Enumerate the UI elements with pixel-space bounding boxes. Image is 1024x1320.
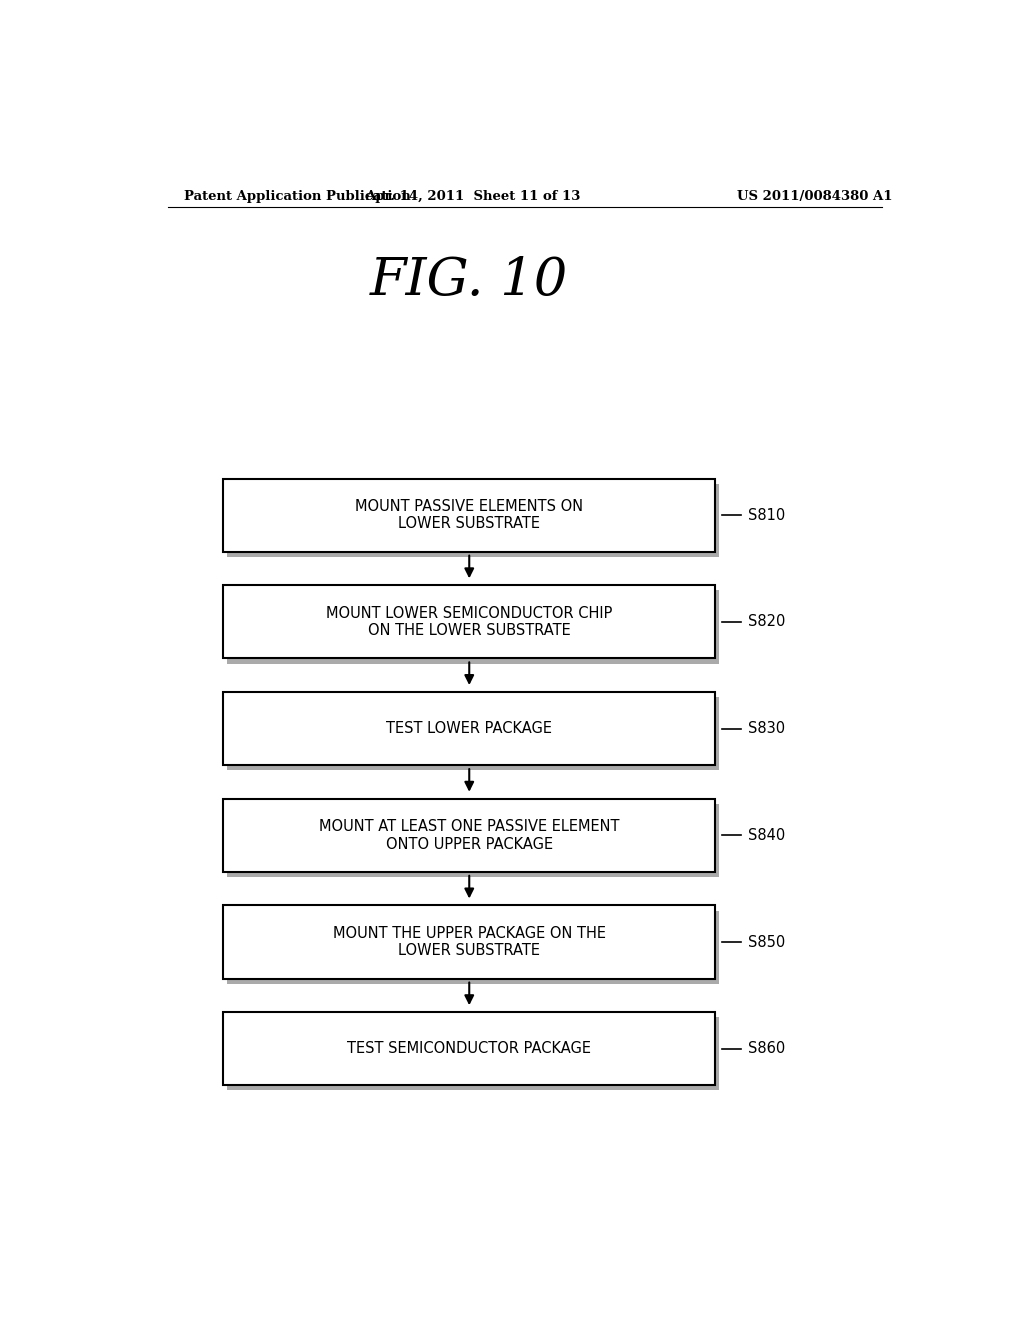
Bar — [227, 1018, 719, 1090]
Bar — [223, 585, 715, 659]
Text: S820: S820 — [748, 614, 785, 630]
Text: S830: S830 — [748, 721, 785, 737]
Text: TEST SEMICONDUCTOR PACKAGE: TEST SEMICONDUCTOR PACKAGE — [347, 1041, 591, 1056]
Text: S850: S850 — [748, 935, 785, 949]
Text: TEST LOWER PACKAGE: TEST LOWER PACKAGE — [386, 721, 552, 737]
Bar — [223, 1012, 715, 1085]
Text: MOUNT AT LEAST ONE PASSIVE ELEMENT
ONTO UPPER PACKAGE: MOUNT AT LEAST ONE PASSIVE ELEMENT ONTO … — [319, 820, 620, 851]
Bar — [227, 590, 719, 664]
Text: S860: S860 — [748, 1041, 785, 1056]
Text: MOUNT PASSIVE ELEMENTS ON
LOWER SUBSTRATE: MOUNT PASSIVE ELEMENTS ON LOWER SUBSTRAT… — [355, 499, 584, 532]
Text: FIG. 10: FIG. 10 — [370, 255, 568, 306]
Bar — [223, 799, 715, 873]
Bar — [223, 692, 715, 766]
Bar — [223, 906, 715, 978]
Text: S810: S810 — [748, 508, 785, 523]
Text: US 2011/0084380 A1: US 2011/0084380 A1 — [736, 190, 892, 202]
Bar — [223, 479, 715, 552]
Bar — [227, 911, 719, 983]
Text: MOUNT LOWER SEMICONDUCTOR CHIP
ON THE LOWER SUBSTRATE: MOUNT LOWER SEMICONDUCTOR CHIP ON THE LO… — [326, 606, 612, 638]
Bar — [227, 697, 719, 771]
Text: Patent Application Publication: Patent Application Publication — [183, 190, 411, 202]
Text: S840: S840 — [748, 828, 785, 843]
Text: Apr. 14, 2011  Sheet 11 of 13: Apr. 14, 2011 Sheet 11 of 13 — [366, 190, 581, 202]
Bar — [227, 483, 719, 557]
Text: MOUNT THE UPPER PACKAGE ON THE
LOWER SUBSTRATE: MOUNT THE UPPER PACKAGE ON THE LOWER SUB… — [333, 925, 606, 958]
Bar — [227, 804, 719, 876]
